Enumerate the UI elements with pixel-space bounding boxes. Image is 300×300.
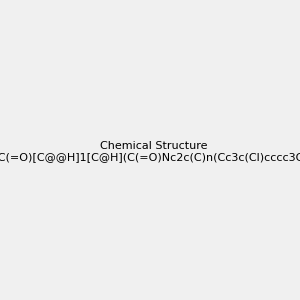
Text: Chemical Structure
OC(=O)[C@@H]1[C@H](C(=O)Nc2c(C)n(Cc3c(Cl)cccc3Cl)n: Chemical Structure OC(=O)[C@@H]1[C@H](C(… [0, 141, 300, 162]
